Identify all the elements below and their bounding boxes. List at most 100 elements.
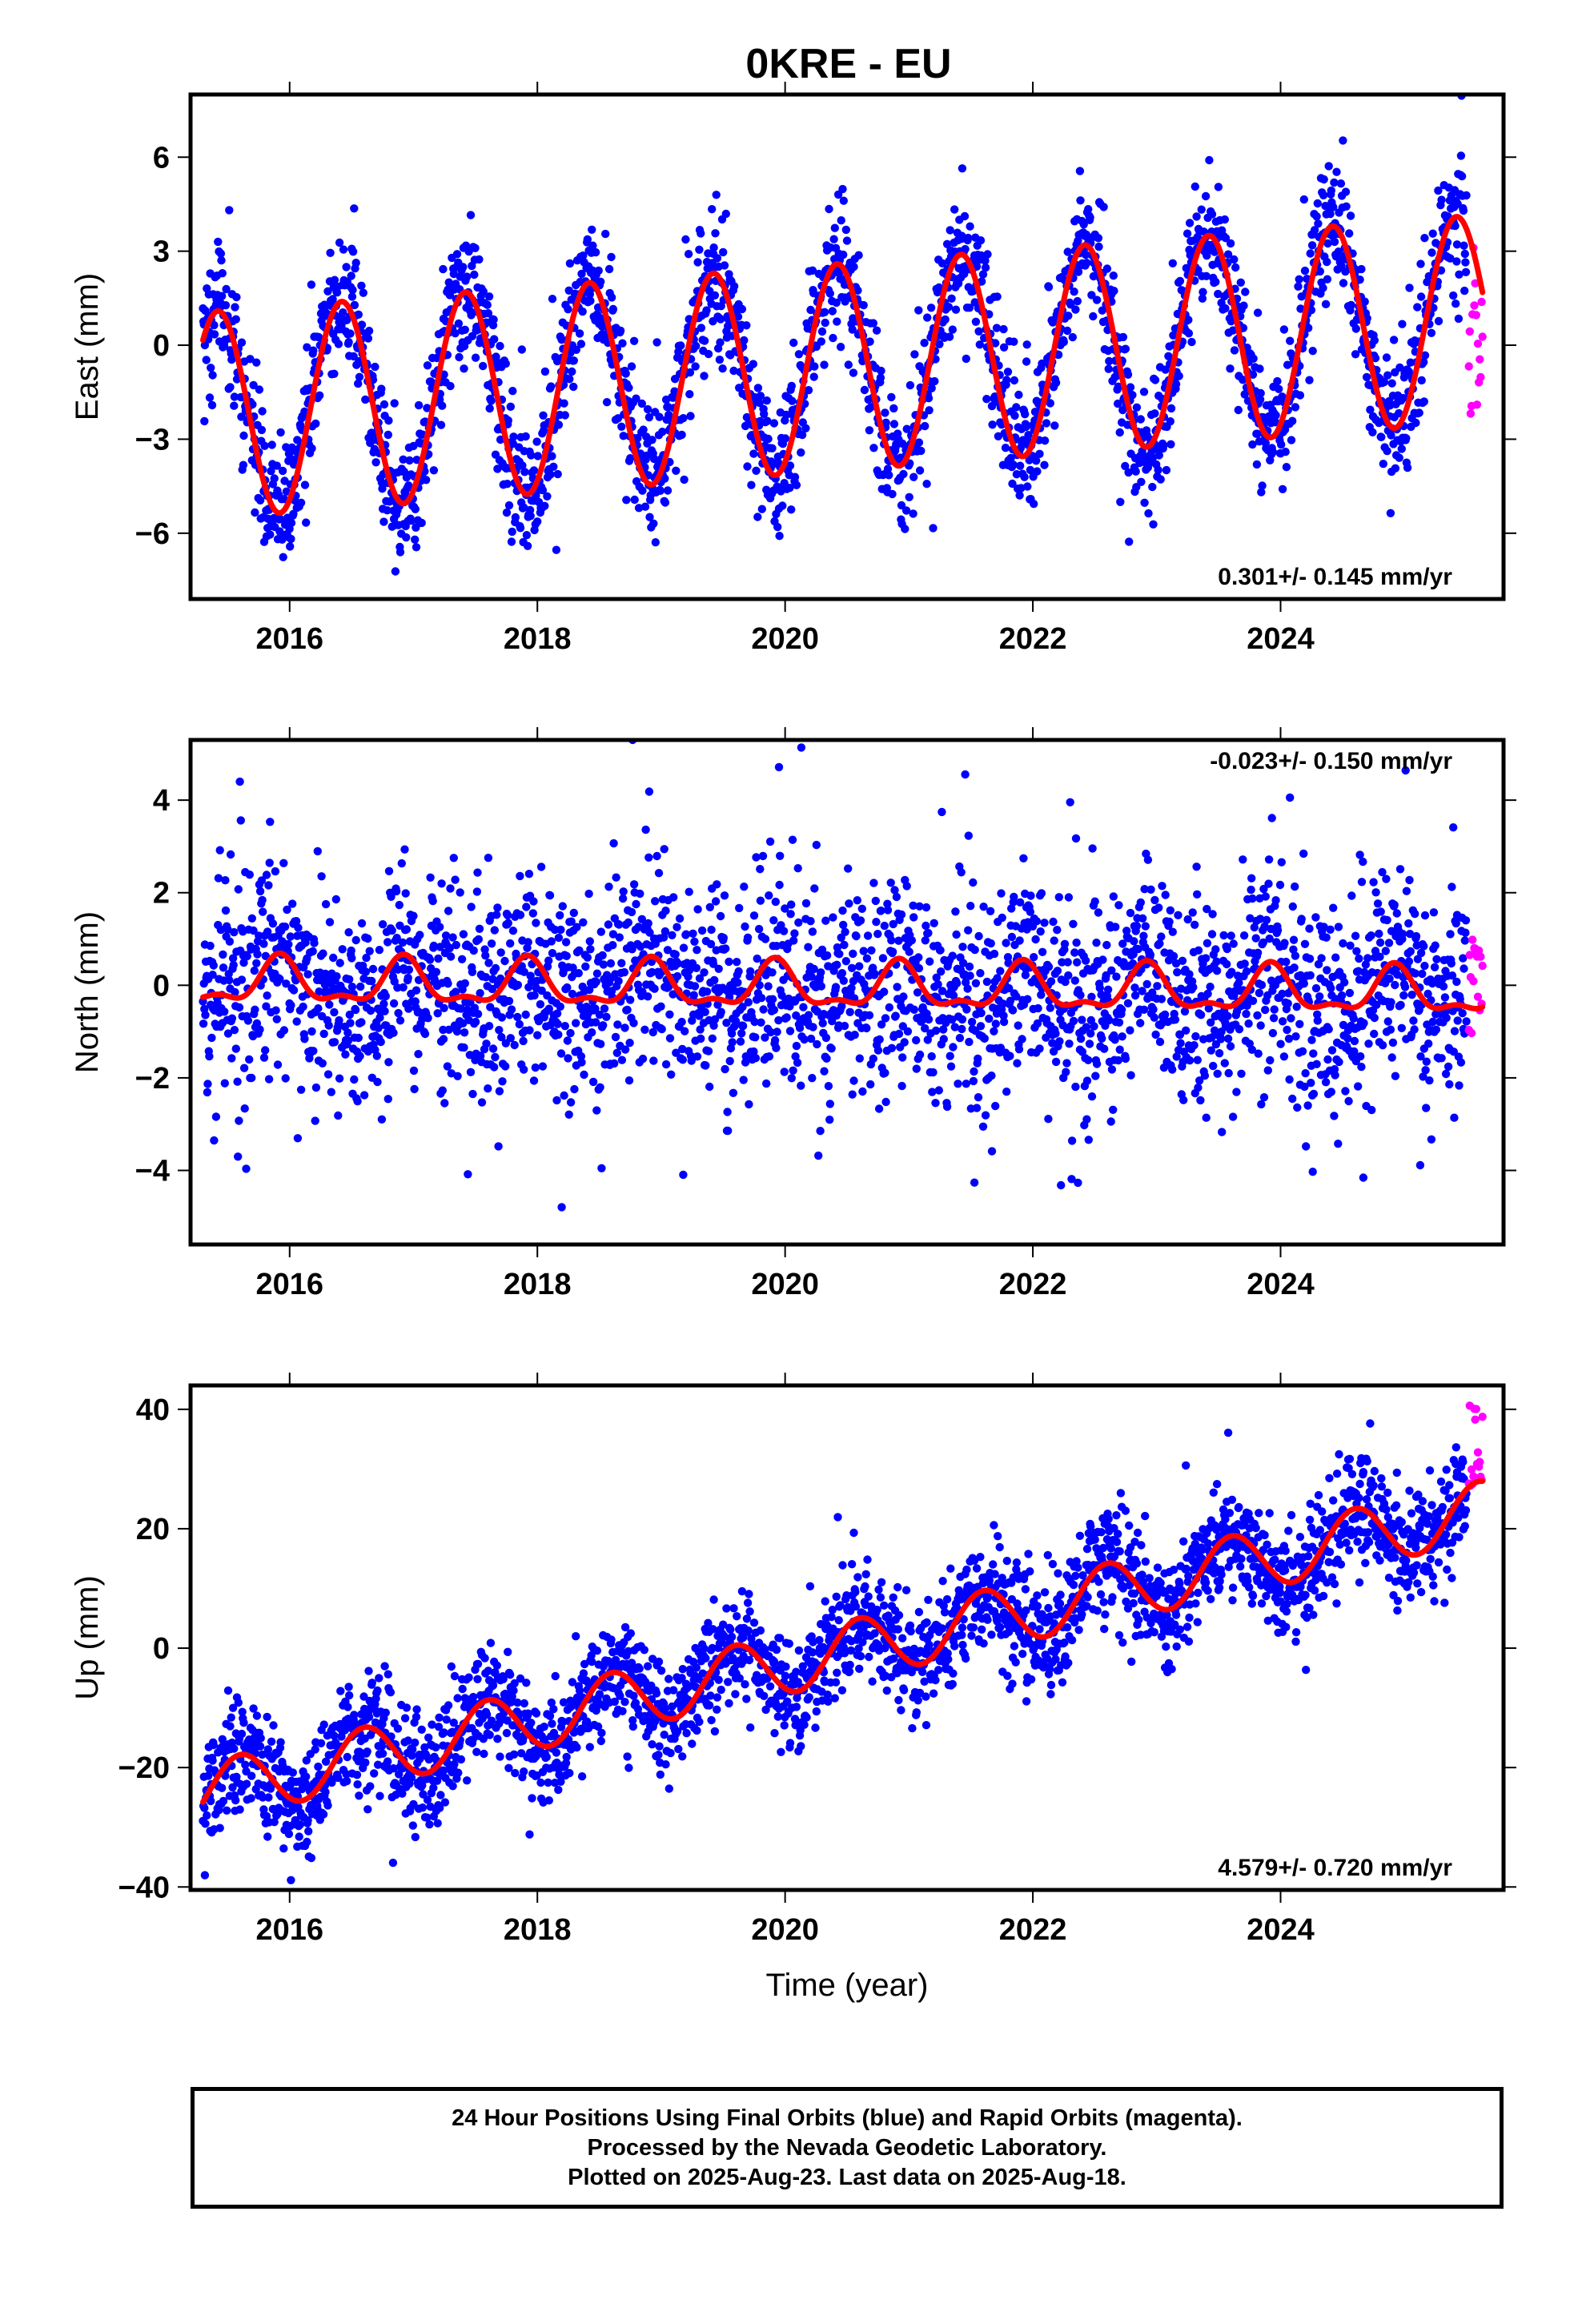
east-final-point (496, 435, 505, 444)
east-final-point (330, 275, 339, 284)
east-final-point (901, 525, 909, 533)
east-final-point (644, 412, 654, 422)
east-final-point (604, 264, 614, 274)
east-final-point (710, 291, 720, 300)
north-final-point (862, 954, 872, 963)
north-final-point (282, 979, 291, 988)
north-final-point (242, 1164, 251, 1173)
north-final-point (1037, 991, 1046, 999)
north-final-point (600, 1004, 609, 1013)
north-final-point (1183, 915, 1192, 924)
north-final-point (927, 1051, 936, 1061)
north-final-point (226, 850, 235, 859)
north-final-point (280, 923, 290, 931)
east-final-point (1187, 337, 1196, 347)
north-final-point (1094, 908, 1103, 917)
north-final-point (452, 987, 460, 996)
north-final-point (801, 899, 811, 908)
north-final-point (225, 937, 235, 946)
north-final-point (1026, 907, 1035, 916)
east-plot-area (199, 94, 1487, 576)
north-final-point (1105, 1015, 1114, 1025)
north-final-point (1002, 939, 1010, 947)
north-final-point (1054, 893, 1064, 902)
east-rapid-point (1473, 340, 1483, 348)
east-final-point (572, 345, 580, 354)
east-final-point (1230, 255, 1239, 264)
north-final-point (230, 1026, 239, 1035)
north-final-point (849, 1076, 858, 1085)
north-final-point (1260, 922, 1269, 931)
north-final-point (638, 1054, 648, 1063)
north-final-point (554, 1030, 563, 1039)
north-final-point (536, 862, 546, 871)
east-final-point (1016, 461, 1025, 470)
east-final-point (286, 542, 295, 551)
east-final-point (526, 512, 535, 521)
north-final-point (839, 920, 848, 930)
east-final-point (444, 278, 453, 287)
east-final-point (546, 470, 555, 479)
east-final-point (1174, 372, 1183, 380)
east-final-point (1148, 453, 1158, 462)
north-final-point (436, 943, 444, 951)
east-final-point (905, 380, 915, 390)
east-final-point (1171, 380, 1181, 388)
east-final-point (649, 454, 659, 464)
east-final-point (328, 295, 337, 304)
north-final-point (999, 1011, 1008, 1020)
east-final-point (350, 204, 359, 213)
north-final-point (678, 1044, 687, 1054)
north-final-point (890, 886, 899, 895)
east-final-point (1315, 267, 1325, 276)
north-final-point (288, 899, 297, 908)
north-final-point (1179, 1096, 1188, 1104)
north-final-point (1130, 937, 1138, 946)
east-final-point (454, 319, 464, 328)
east-final-point (1168, 259, 1178, 267)
north-final-point (510, 1040, 519, 1050)
north-final-point (251, 1005, 259, 1015)
north-final-point (966, 902, 975, 911)
east-final-point (202, 356, 211, 364)
east-final-point (768, 444, 777, 452)
east-final-point (569, 382, 578, 392)
east-final-point (1295, 391, 1305, 400)
north-final-point (496, 974, 505, 983)
east-final-point (231, 315, 240, 324)
north-final-point (754, 924, 764, 934)
north-final-point (924, 928, 933, 938)
east-final-point (693, 258, 702, 267)
north-final-point (799, 1003, 808, 1011)
north-final-point (1117, 1005, 1126, 1015)
north-final-point (252, 959, 261, 968)
east-rapid-point (1465, 327, 1475, 336)
north-final-point (491, 963, 500, 973)
north-final-point (1055, 1037, 1064, 1046)
east-final-point (339, 308, 347, 317)
east-final-point (1059, 337, 1069, 347)
north-final-point (637, 915, 646, 924)
east-final-point (1131, 467, 1140, 476)
east-final-point (1420, 234, 1429, 243)
north-final-point (809, 1023, 817, 1031)
east-rapid-point (1476, 355, 1484, 364)
north-final-point (368, 964, 378, 974)
north-final-point (665, 1010, 674, 1019)
north-final-point (1288, 1094, 1297, 1104)
east-x-tick-label: 2016 (256, 622, 324, 656)
east-final-point (1296, 304, 1305, 313)
east-final-point (1332, 167, 1341, 176)
north-final-point (1076, 1034, 1086, 1043)
east-rapid-point (1472, 400, 1482, 409)
north-final-point (706, 939, 716, 949)
east-final-point (402, 533, 411, 542)
north-final-point (716, 911, 725, 921)
north-final-point (516, 911, 525, 919)
east-final-point (287, 518, 296, 528)
north-final-point (987, 1072, 996, 1080)
north-final-point (567, 917, 576, 926)
north-final-point (209, 961, 218, 970)
north-final-point (1311, 913, 1320, 922)
east-final-point (278, 466, 287, 476)
